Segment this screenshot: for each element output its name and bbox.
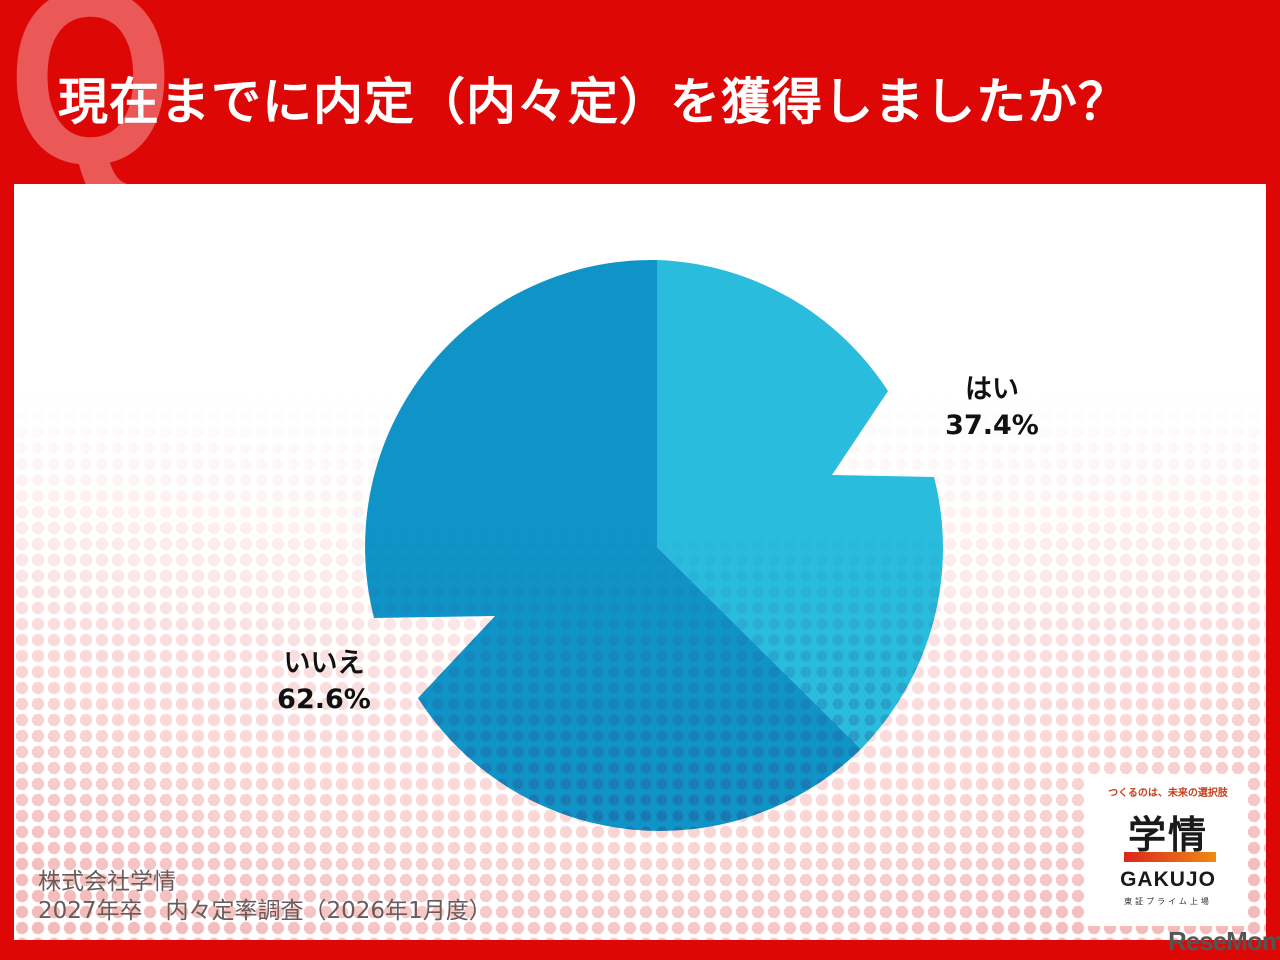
slice-label-no-name: いいえ <box>283 648 365 679</box>
q-mark-decoration: Q <box>8 0 174 216</box>
logo-name-en: GAKUJO <box>1120 868 1216 891</box>
source-company: 株式会社学情 <box>38 869 176 895</box>
source-note: 株式会社学情 2027年卒 内々定率調査（2026年1月度） <box>38 868 492 926</box>
slice-label-no-value: 62.6% <box>277 684 371 715</box>
logo-tagline: つくるのは、未来の選択肢 <box>1108 788 1228 799</box>
logo-listing: 東証プライム上場 <box>1124 897 1212 906</box>
logo-gradient-bar <box>1124 852 1216 862</box>
slice-label-yes-value: 37.4% <box>945 410 1039 441</box>
slice-label-no: いいえ 62.6% <box>264 646 384 718</box>
chart-panel: はい 37.4% いいえ 62.6% 株式会社学情 2027年卒 内々定率調査（… <box>14 184 1266 940</box>
resemom-watermark: ReseMom <box>1168 926 1280 956</box>
logo-name-ja: 学情 <box>1127 813 1208 857</box>
pie-chart <box>365 259 943 831</box>
gakujo-logo: つくるのは、未来の選択肢 学情 GAKUJO 東証プライム上場 <box>1088 774 1248 926</box>
page-title: 現在までに内定（内々定）を獲得しましたか？ <box>58 73 1129 131</box>
slice-label-yes: はい 37.4% <box>932 372 1052 444</box>
slice-label-yes-name: はい <box>965 374 1019 405</box>
source-survey: 2027年卒 内々定率調査（2026年1月度） <box>38 898 492 924</box>
